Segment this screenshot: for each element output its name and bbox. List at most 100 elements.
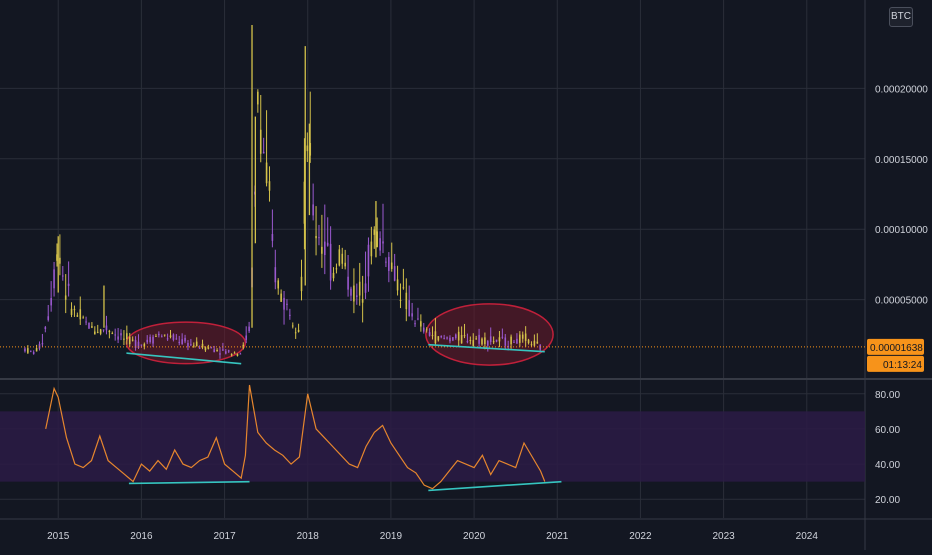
candle-body	[152, 336, 154, 344]
rsi-band	[0, 411, 865, 482]
candle-body	[67, 283, 70, 286]
candle-body	[460, 334, 463, 344]
candle-body	[318, 237, 320, 239]
candle-body	[475, 338, 477, 340]
candle-body	[149, 336, 151, 343]
candle-body	[82, 317, 84, 319]
candle-body	[64, 295, 67, 300]
candle-body	[210, 347, 213, 349]
candle-body	[335, 268, 338, 270]
candle-body	[236, 353, 239, 356]
candle-body	[88, 322, 90, 329]
trendlines	[126, 343, 562, 492]
candle-body	[521, 334, 524, 339]
candle-body	[32, 352, 35, 354]
candle-body	[440, 335, 443, 338]
candle-body	[140, 344, 143, 346]
candle-body	[29, 350, 32, 352]
candle-body	[489, 336, 492, 342]
rsi-tick-label: 60.00	[875, 425, 900, 436]
candle-body	[382, 241, 384, 244]
candle-body	[96, 331, 99, 333]
candle-body	[338, 249, 341, 266]
candle-body	[187, 342, 189, 347]
candle-body	[248, 326, 250, 332]
candle-body	[344, 262, 346, 267]
candle-body	[259, 129, 262, 154]
candle-body	[358, 281, 361, 296]
candle-body	[527, 339, 530, 344]
candle-body	[411, 313, 413, 317]
candle-body	[519, 334, 521, 343]
candle-body	[516, 338, 518, 344]
candle-body	[172, 334, 175, 340]
candle-body	[472, 340, 475, 346]
candle-body	[280, 293, 282, 302]
candle-body	[271, 234, 274, 241]
candle-body	[73, 309, 76, 311]
candle-body	[309, 142, 312, 156]
candle-body	[300, 276, 303, 292]
candle-body	[47, 316, 50, 320]
candle-body	[38, 343, 41, 349]
candle-body	[431, 335, 434, 337]
candle-body	[533, 340, 536, 346]
candle-body	[350, 288, 352, 296]
candle-body	[329, 243, 332, 281]
time-tick-label: 2022	[629, 531, 652, 542]
candle-body	[131, 339, 134, 341]
countdown-label: 01:13:24	[883, 360, 922, 371]
candle-body	[126, 333, 128, 340]
price-labels: 0.00001638 01:13:24	[867, 338, 924, 372]
symbol-badge[interactable]: BTC	[889, 7, 913, 27]
rsi-tick-label: 20.00	[875, 495, 900, 506]
candle-body	[524, 333, 527, 341]
candle-body	[192, 345, 195, 347]
countdown-box	[867, 355, 924, 372]
candle-body	[315, 235, 317, 239]
time-tick-label: 2015	[47, 531, 70, 542]
candle-body	[364, 283, 367, 293]
candle-body	[44, 327, 47, 329]
candle-body	[146, 339, 149, 343]
candle-body	[198, 347, 201, 349]
candle-body	[166, 338, 169, 340]
candle-body	[501, 336, 504, 338]
candle-body	[481, 338, 483, 345]
candle-body	[219, 353, 221, 355]
candle-body	[70, 308, 73, 315]
candle-body	[233, 352, 236, 354]
candle-body	[321, 246, 323, 254]
candle-body	[388, 256, 390, 271]
time-tick-label: 2020	[463, 531, 486, 542]
candle-body	[513, 341, 515, 343]
candle-body	[297, 329, 300, 332]
candle-body	[446, 337, 448, 339]
rsi-trendline-1	[428, 480, 562, 492]
rsi-tick-label: 80.00	[875, 390, 900, 401]
candle-body	[160, 336, 163, 338]
candle-body	[452, 337, 454, 341]
candle-body	[242, 344, 245, 348]
candle-body	[332, 272, 335, 279]
rsi-path	[45, 384, 546, 490]
candle-body	[370, 241, 373, 257]
candle-body	[367, 244, 370, 277]
candle-body	[373, 229, 376, 235]
candle-body	[507, 345, 509, 347]
candle-body	[449, 337, 451, 342]
price-tick-label: 0.00020000	[875, 84, 928, 95]
candle-body	[277, 280, 280, 289]
time-tick-label: 2016	[130, 531, 153, 542]
axes: 0.00020000 0.00015000 0.00010000 0.00005000…	[47, 84, 928, 542]
candle-body	[457, 331, 460, 341]
rsi-tick-label: 40.00	[875, 460, 900, 471]
candle-body	[59, 257, 61, 264]
candle-body	[385, 261, 387, 263]
candle-body	[201, 343, 204, 348]
candle-body	[463, 335, 466, 337]
candle-body	[79, 309, 82, 320]
candle-body	[291, 325, 294, 327]
